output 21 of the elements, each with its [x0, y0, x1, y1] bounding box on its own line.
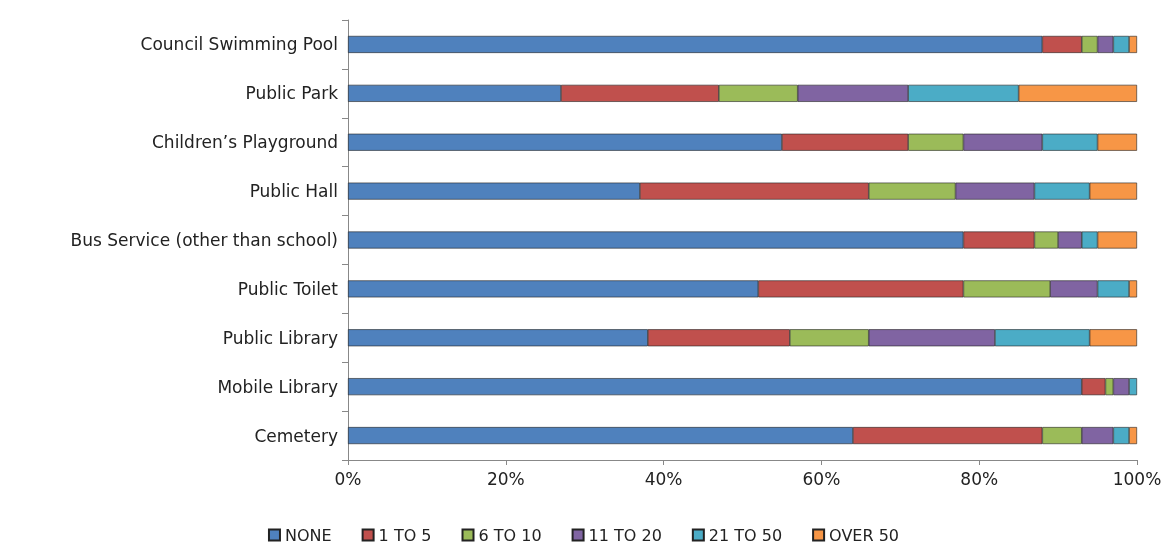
y-tick-label: Children’s Playground	[152, 132, 338, 153]
legend-label: 11 TO 20	[588, 525, 662, 545]
legend-label: NONE	[284, 525, 332, 545]
legend-label: OVER 50	[829, 525, 900, 545]
y-tick-label: Public Hall	[249, 181, 338, 202]
y-tick-label: Cemetery	[254, 425, 338, 446]
x-tick-label: 60%	[802, 468, 841, 489]
y-tick-label: Mobile Library	[217, 376, 338, 397]
legend-label: 1 TO 5	[378, 525, 432, 545]
x-tick-label: 80%	[960, 468, 999, 489]
x-tick-label: 40%	[644, 468, 683, 489]
y-tick-label: Public Library	[222, 327, 338, 348]
y-tick-label: Council Swimming Pool	[140, 34, 338, 55]
x-tick-label: 0%	[334, 468, 362, 489]
y-tick-label: Bus Service (other than school)	[70, 230, 338, 250]
y-tick-label: Public Park	[245, 83, 339, 104]
y-tick-label: Public Toilet	[237, 278, 339, 299]
legend-label: 6 TO 10	[478, 525, 542, 545]
x-tick-label: 100%	[1112, 468, 1162, 489]
legend-label: 21 TO 50	[708, 525, 783, 545]
x-tick-label: 20%	[486, 468, 525, 489]
